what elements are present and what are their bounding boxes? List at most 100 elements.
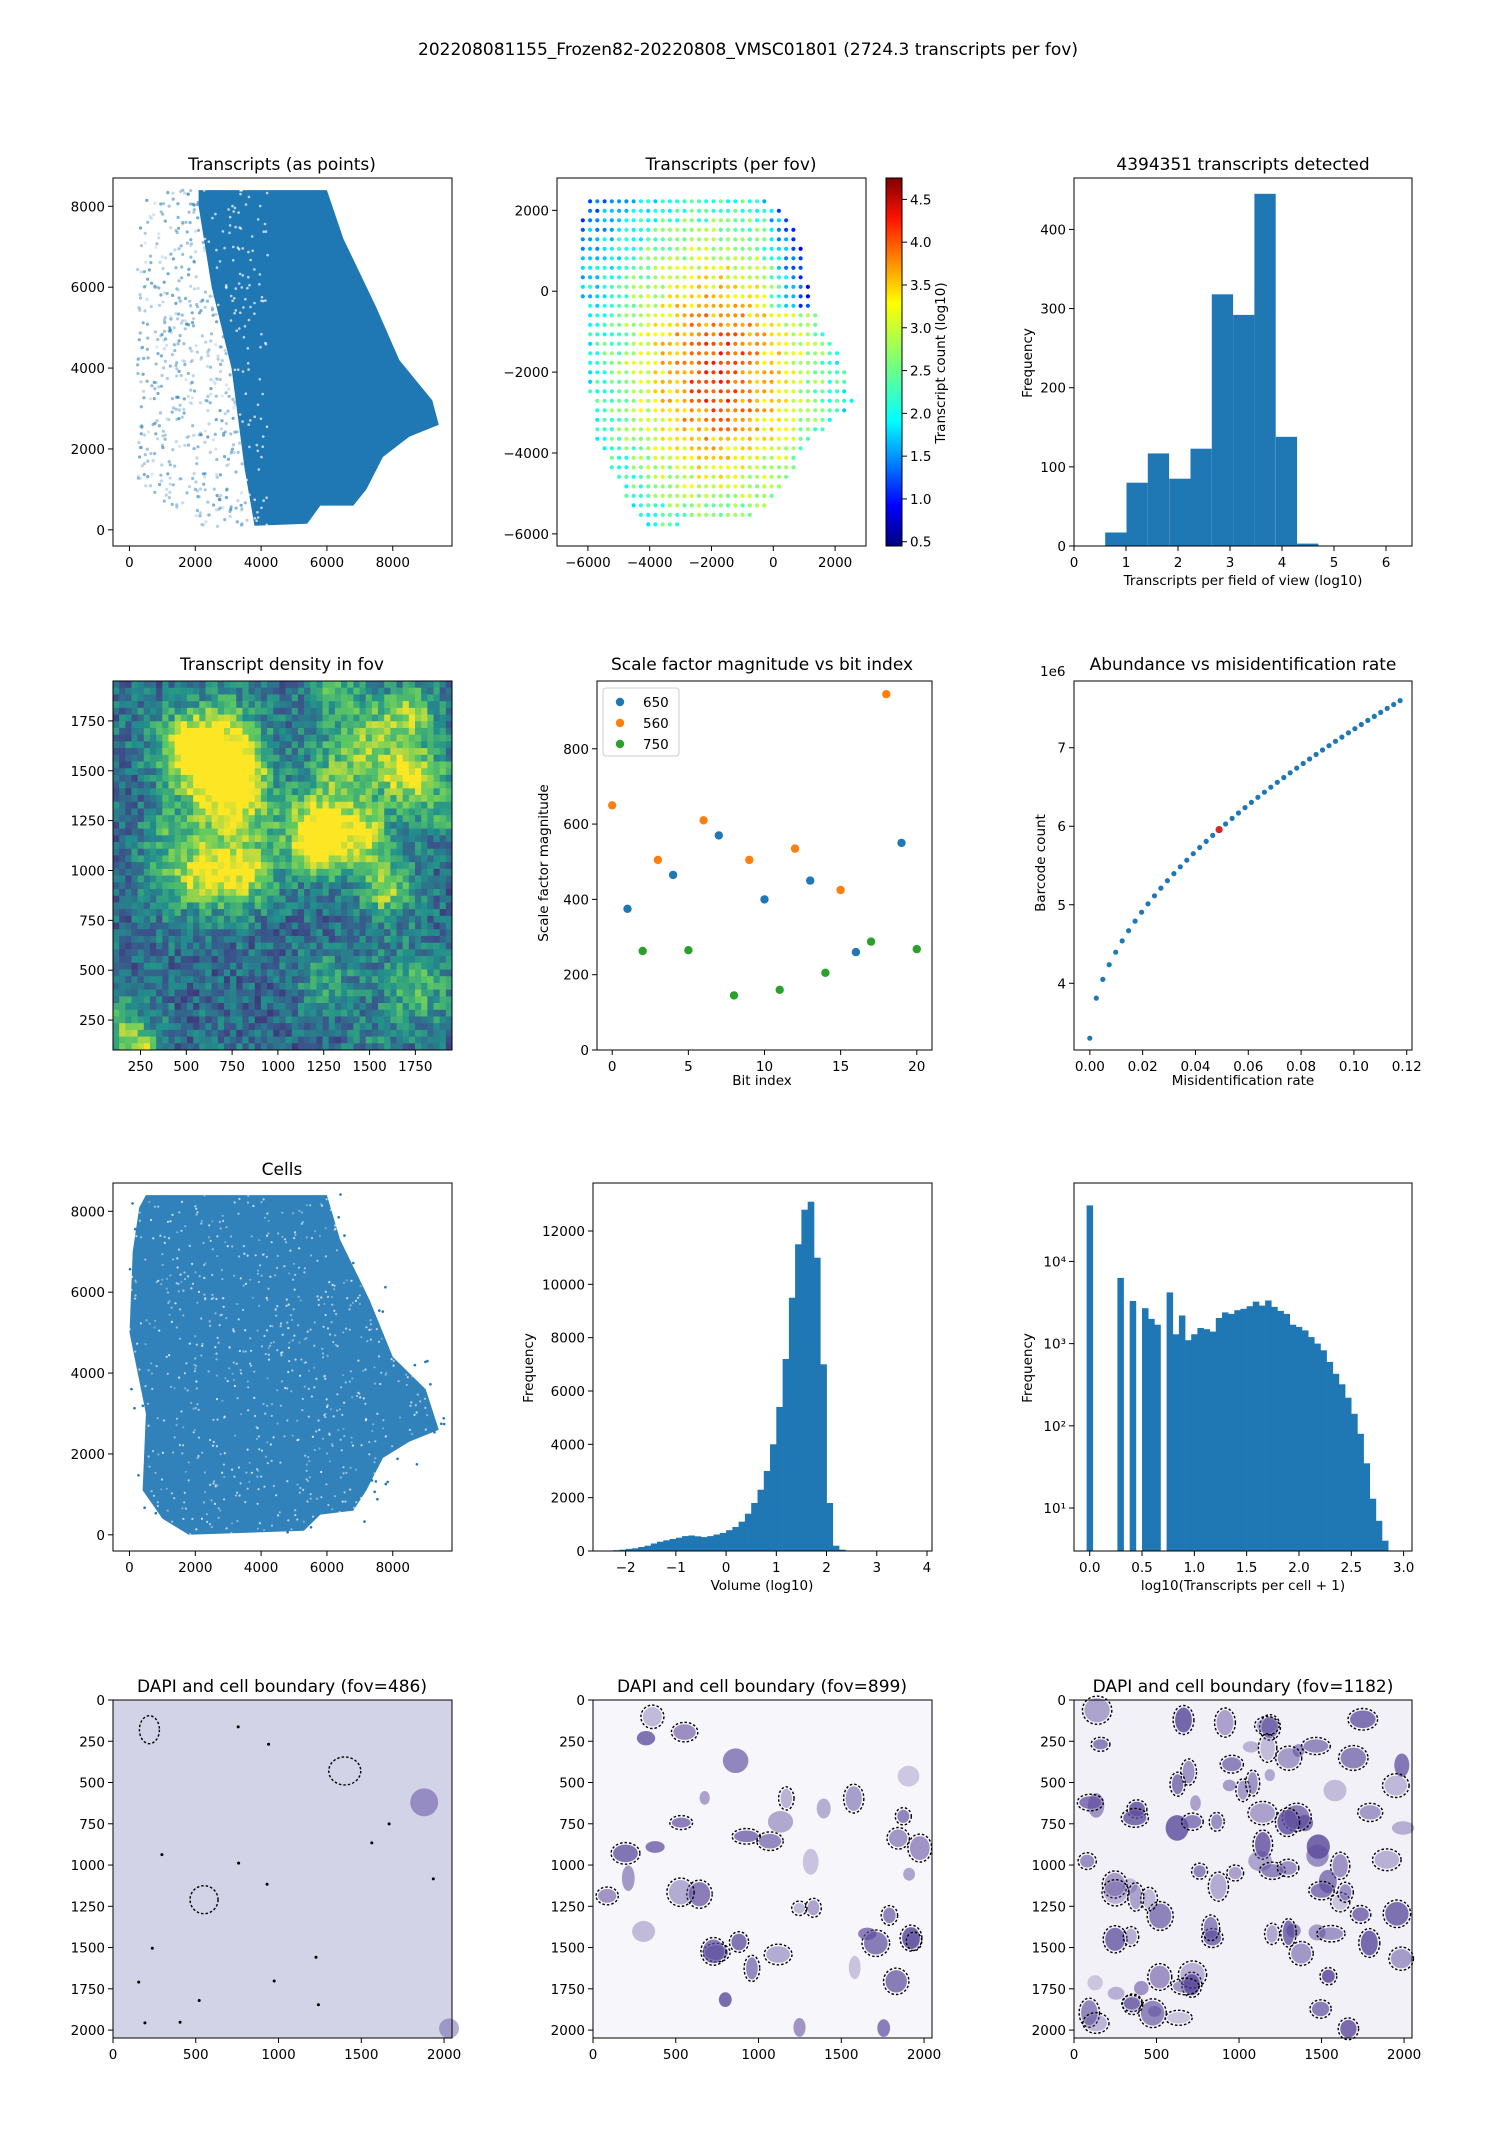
density-cell	[421, 828, 428, 836]
transcript-point	[159, 479, 163, 483]
density-cell	[316, 902, 323, 910]
density-cell	[408, 1036, 416, 1044]
transcript-point	[156, 352, 160, 356]
density-cell	[199, 721, 206, 729]
density-cell	[415, 909, 422, 917]
density-cell	[205, 701, 213, 709]
fov-point	[675, 455, 680, 460]
density-cell	[267, 761, 274, 769]
density-cell	[291, 982, 299, 991]
density-cell	[149, 727, 157, 736]
density-cell	[285, 707, 293, 715]
transcript-point	[175, 503, 179, 507]
fov-point	[740, 303, 745, 308]
density-cell	[297, 882, 305, 890]
density-cell	[328, 835, 336, 843]
density-cell	[322, 788, 330, 796]
fov-point	[682, 313, 687, 318]
density-cell	[353, 915, 360, 923]
fov-point	[704, 237, 709, 242]
density-cell	[359, 734, 367, 742]
fov-point	[631, 265, 636, 270]
density-cell	[168, 748, 176, 756]
density-cell	[322, 741, 330, 749]
density-cell	[439, 681, 447, 689]
transcript-point	[231, 416, 235, 420]
y-tick-label: 750	[79, 913, 105, 929]
scale-factor-point-650	[897, 838, 906, 848]
transcript-point	[139, 432, 143, 436]
fov-point	[747, 341, 752, 346]
y-tick-label: 400	[563, 892, 589, 908]
density-cell	[334, 734, 342, 742]
density-cell	[211, 848, 219, 856]
colorbar-tick-label: 0.5	[910, 535, 931, 551]
transcript-point	[199, 299, 203, 303]
density-cell	[291, 909, 299, 917]
density-cell	[223, 795, 231, 803]
cell-gap	[279, 1322, 283, 1325]
density-cell	[137, 768, 145, 776]
density-cell	[378, 1023, 385, 1031]
fov-point	[776, 246, 782, 251]
transcript-point	[136, 371, 140, 376]
density-cell	[242, 956, 249, 964]
transcript-point	[148, 254, 153, 258]
density-cell	[371, 727, 379, 736]
density-cell	[267, 821, 274, 829]
cell-gap	[221, 1277, 224, 1281]
fov-point	[798, 303, 803, 308]
fov-point	[776, 265, 782, 270]
density-cell	[322, 989, 330, 997]
fov-point	[827, 389, 832, 394]
density-cell	[174, 868, 182, 876]
density-cell	[205, 734, 213, 742]
density-cell	[254, 687, 262, 695]
density-cell	[254, 935, 262, 944]
density-cell	[310, 727, 317, 736]
fov-point	[667, 436, 673, 441]
density-cell	[242, 842, 249, 850]
density-cell	[334, 821, 342, 829]
transcript-point	[223, 518, 227, 522]
density-cell	[113, 821, 120, 829]
density-cell	[119, 902, 126, 910]
fov-point	[769, 208, 774, 213]
density-cell	[334, 701, 342, 709]
density-cell	[378, 828, 385, 836]
density-cell	[427, 727, 434, 736]
transcript-point	[220, 359, 224, 363]
density-cell	[310, 721, 317, 729]
barcode-point	[1255, 794, 1261, 800]
density-cell	[248, 915, 256, 923]
fov-point	[667, 474, 673, 479]
fov-point	[784, 227, 789, 232]
x-tick-label: 5	[684, 1059, 693, 1075]
fov-point	[725, 436, 731, 441]
density-cell	[162, 989, 169, 997]
fov-point	[660, 446, 665, 451]
transcript-point	[200, 522, 204, 527]
fov-point	[624, 465, 629, 470]
fov-point	[725, 474, 731, 479]
density-cell	[248, 882, 256, 890]
density-cell	[119, 949, 126, 957]
fov-point	[617, 455, 622, 460]
density-cell	[341, 754, 348, 762]
fov-point	[638, 370, 644, 375]
density-cell	[279, 821, 286, 829]
fov-point	[725, 408, 731, 413]
transcript-point	[188, 221, 192, 225]
density-cell	[217, 721, 225, 729]
transcript-point	[139, 380, 143, 384]
density-cell	[322, 808, 330, 816]
density-cell	[353, 768, 360, 776]
density-cell	[260, 768, 268, 776]
density-cell	[316, 801, 323, 809]
fov-point	[646, 512, 651, 518]
barcode-point	[1164, 878, 1170, 884]
density-cell	[297, 842, 305, 850]
x-tick-label: 0	[125, 555, 134, 571]
density-cell	[125, 888, 132, 897]
fov-point	[624, 208, 629, 213]
